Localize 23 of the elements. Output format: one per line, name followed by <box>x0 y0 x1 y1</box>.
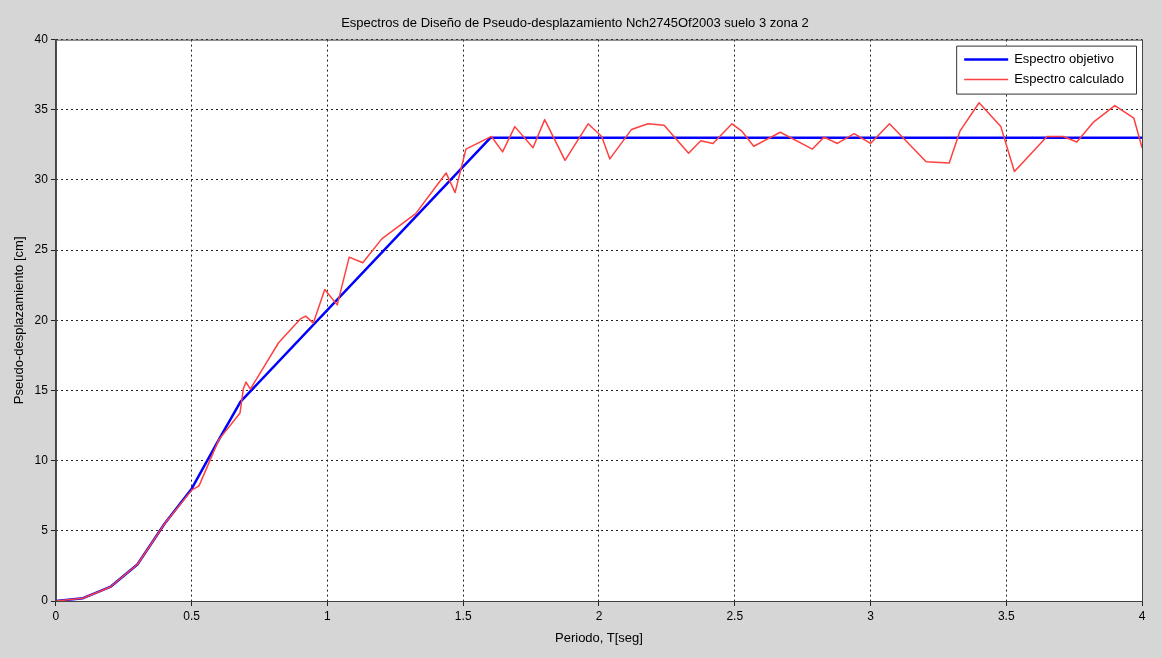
y-tick-label: 35 <box>34 102 49 117</box>
y-tick-label: 15 <box>34 382 49 397</box>
y-tick-label: 0 <box>41 593 49 608</box>
x-tick-label: 2 <box>595 608 603 623</box>
y-tick-label: 25 <box>34 242 49 257</box>
x-axis-title: Periodo, T[seg] <box>555 629 643 645</box>
x-tick-label: 4 <box>1138 608 1146 623</box>
y-tick-label: 10 <box>34 452 49 467</box>
x-tick-label: 3 <box>867 608 875 623</box>
legend-label: Espectro objetivo <box>1014 51 1114 67</box>
y-tick-label: 30 <box>34 172 49 187</box>
x-tick-label: 0.5 <box>183 608 201 623</box>
x-tick-label: 1.5 <box>454 608 472 623</box>
x-tick-label: 1 <box>324 608 332 623</box>
x-tick-label: 0 <box>52 608 60 623</box>
y-axis-title: Pseudo-desplazamiento [cm] <box>11 236 27 405</box>
legend-label: Espectro calculado <box>1014 71 1124 87</box>
y-tick-label: 5 <box>41 523 49 538</box>
y-tick-label: 20 <box>34 312 49 327</box>
y-tick-label: 40 <box>34 31 49 46</box>
x-tick-label: 2.5 <box>726 608 744 623</box>
chart-title: Espectros de Diseño de Pseudo-desplazamiento Nch2745Of2003 suelo 3 zona 2 <box>341 15 809 31</box>
x-tick-label: 3.5 <box>997 608 1015 623</box>
